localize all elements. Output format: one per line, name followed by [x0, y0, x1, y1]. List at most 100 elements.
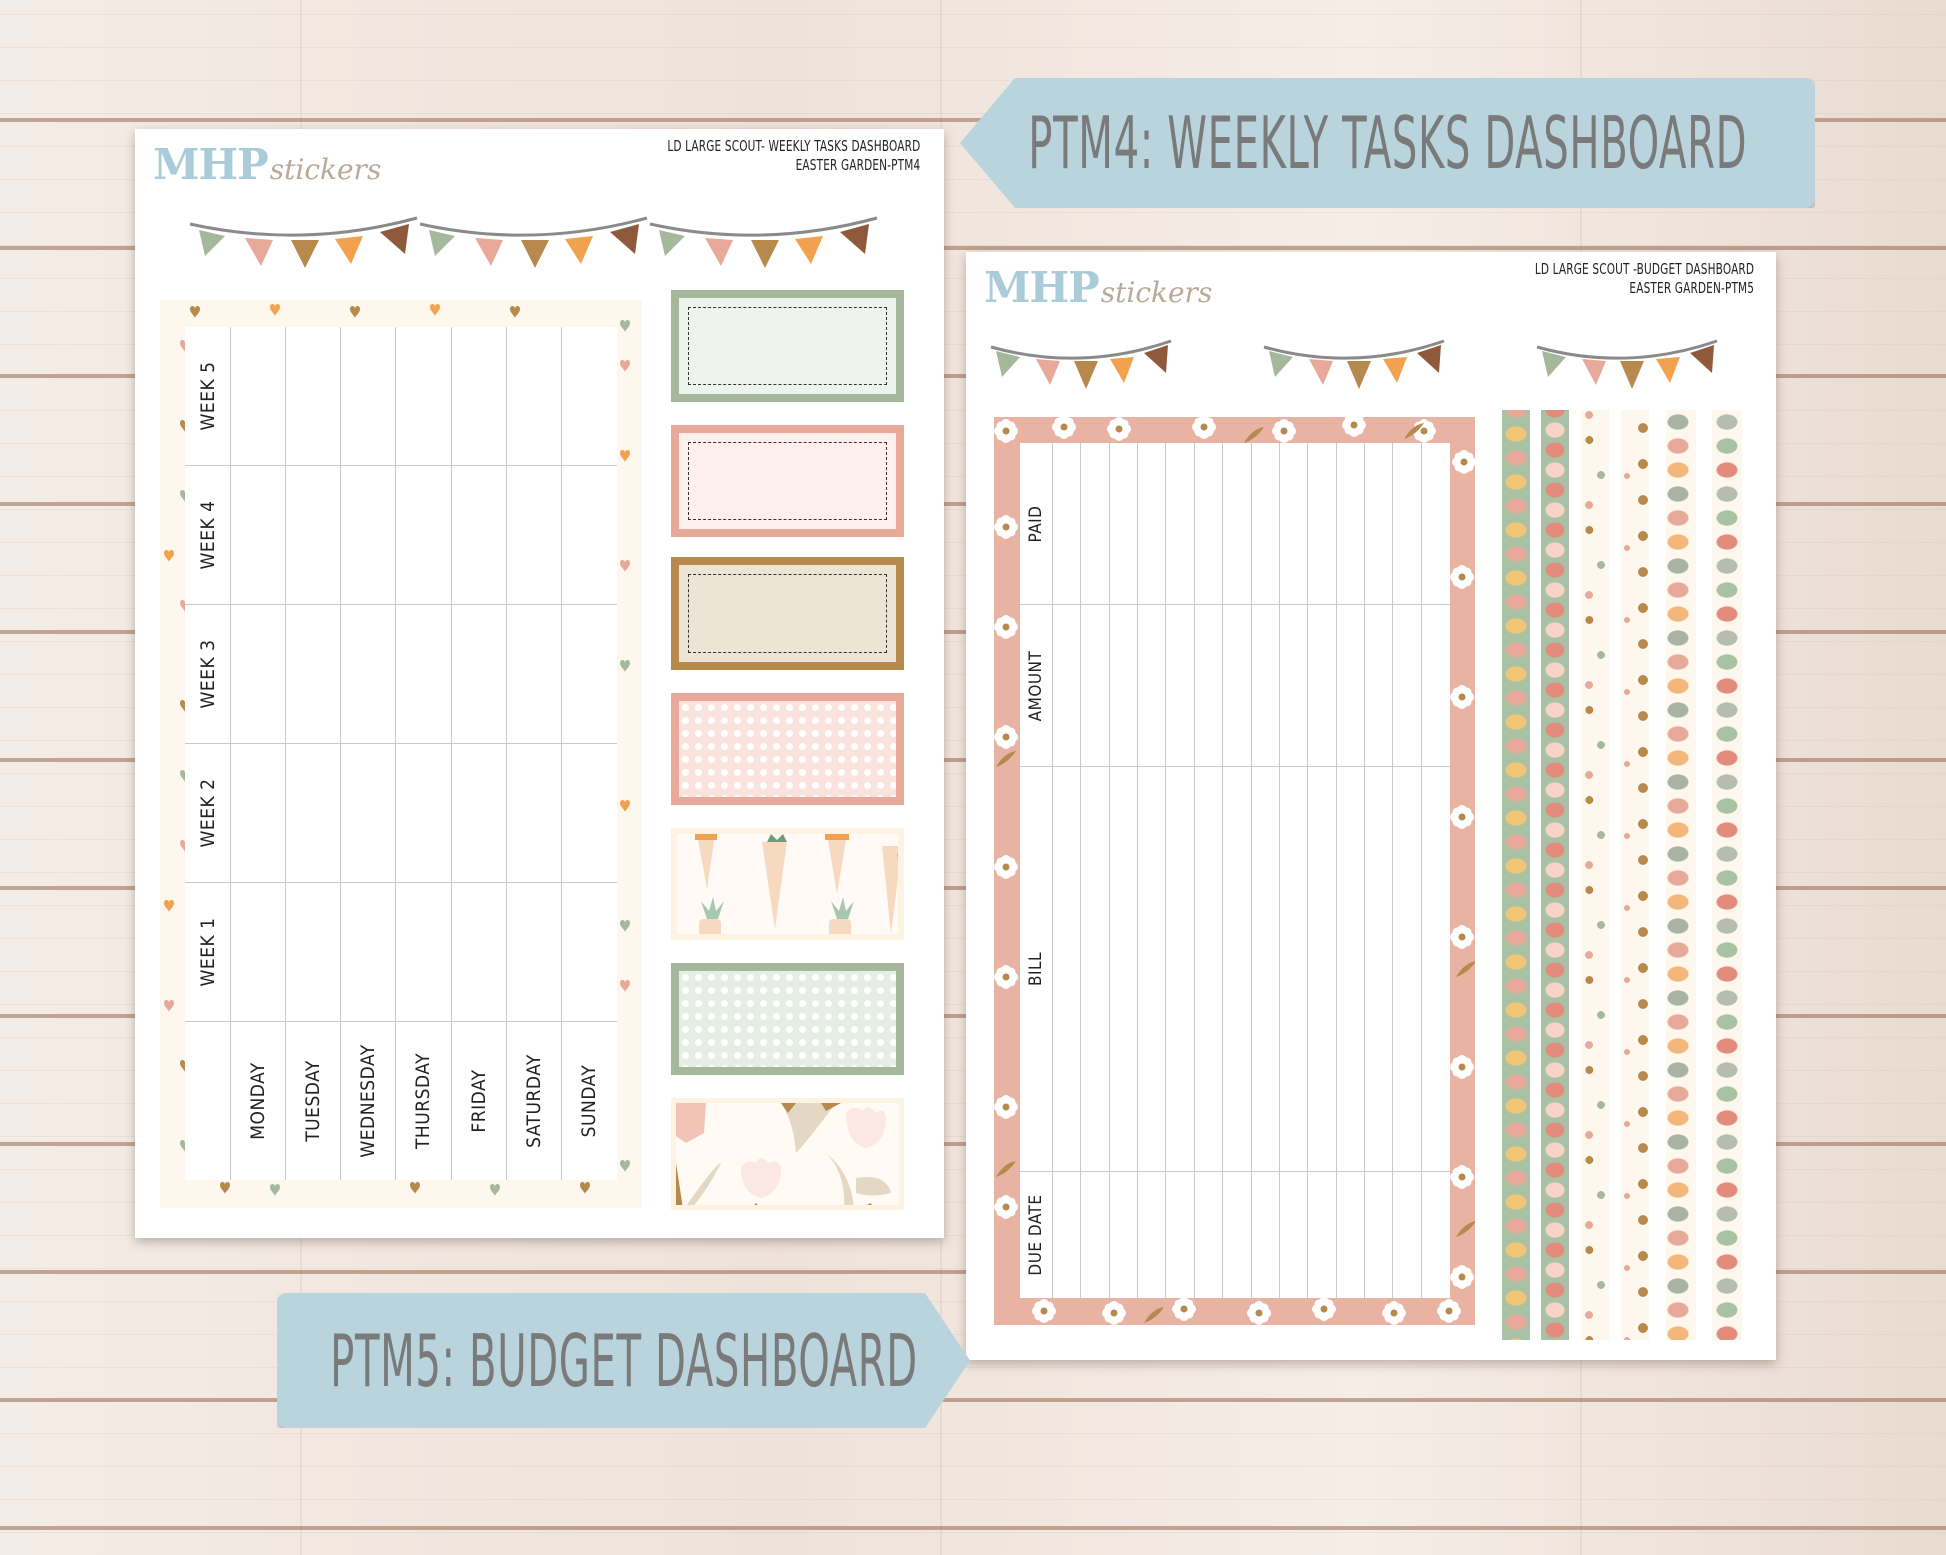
- budget-entry-cell[interactable]: [1223, 1172, 1252, 1298]
- budget-entry-cell[interactable]: [1364, 767, 1394, 1172]
- budget-entry-cell[interactable]: [1081, 443, 1110, 605]
- task-cell[interactable]: [451, 605, 507, 744]
- budget-entry-cell[interactable]: [1280, 1172, 1309, 1298]
- sticker-box-sage-polka[interactable]: [671, 963, 904, 1075]
- washi-strip-eggs-sage[interactable]: [1502, 410, 1530, 1340]
- washi-strip-hearts-cream-alt[interactable]: [1621, 410, 1649, 1340]
- task-cell[interactable]: [231, 466, 287, 605]
- sticker-box-carrots[interactable]: [671, 828, 904, 940]
- budget-entry-cell[interactable]: [1251, 767, 1280, 1172]
- budget-entry-cell[interactable]: [1252, 1172, 1280, 1298]
- budget-entry-cell[interactable]: [1279, 605, 1309, 767]
- budget-entry-cell[interactable]: [1364, 443, 1394, 605]
- task-cell[interactable]: [561, 327, 617, 466]
- task-cell[interactable]: [451, 744, 507, 883]
- task-cell[interactable]: [451, 466, 507, 605]
- task-cell[interactable]: [396, 327, 452, 466]
- budget-entry-cell[interactable]: [1138, 1172, 1167, 1298]
- budget-entry-cell[interactable]: [1308, 443, 1337, 605]
- sticker-box-sage[interactable]: [671, 290, 904, 402]
- task-cell[interactable]: [506, 327, 562, 466]
- budget-entry-cell[interactable]: [1138, 443, 1167, 605]
- washi-strip-eggs-sage-alt[interactable]: [1541, 410, 1569, 1340]
- budget-entry-cell[interactable]: [1365, 1172, 1394, 1298]
- task-cell[interactable]: [506, 744, 562, 883]
- task-cell[interactable]: [231, 327, 287, 466]
- task-cell[interactable]: [396, 883, 452, 1022]
- washi-strip-eggs-cream[interactable]: [1666, 410, 1696, 1340]
- task-cell[interactable]: [286, 327, 342, 466]
- budget-entry-cell[interactable]: [1053, 767, 1082, 1172]
- budget-entry-cell[interactable]: [1336, 767, 1365, 1172]
- budget-entry-cell[interactable]: [1393, 1172, 1422, 1298]
- budget-entry-cell[interactable]: [1166, 1172, 1195, 1298]
- budget-entry-cell[interactable]: [1081, 767, 1110, 1172]
- task-cell[interactable]: [231, 744, 287, 883]
- budget-entry-cell[interactable]: [1166, 605, 1195, 767]
- task-cell[interactable]: [231, 883, 287, 1022]
- budget-entry-cell[interactable]: [1223, 443, 1252, 605]
- budget-entry-cell[interactable]: [1422, 1172, 1450, 1298]
- budget-entry-cell[interactable]: [1364, 605, 1394, 767]
- task-cell[interactable]: [341, 327, 397, 466]
- budget-entry-cell[interactable]: [1194, 767, 1224, 1172]
- budget-entry-cell[interactable]: [1393, 605, 1422, 767]
- budget-entry-cell[interactable]: [1421, 443, 1450, 605]
- budget-entry-cell[interactable]: [1421, 767, 1450, 1172]
- budget-entry-cell[interactable]: [1279, 767, 1309, 1172]
- budget-entry-cell[interactable]: [1194, 443, 1224, 605]
- task-cell[interactable]: [396, 466, 452, 605]
- budget-entry-cell[interactable]: [1166, 767, 1195, 1172]
- budget-entry-cell[interactable]: [1251, 443, 1280, 605]
- budget-entry-cell[interactable]: [1308, 605, 1337, 767]
- budget-entry-cell[interactable]: [1223, 605, 1252, 767]
- budget-entry-cell[interactable]: [1053, 1172, 1082, 1298]
- task-cell[interactable]: [451, 883, 507, 1022]
- sticker-box-blush-polka[interactable]: [671, 693, 904, 805]
- task-cell[interactable]: [396, 744, 452, 883]
- task-cell[interactable]: [286, 744, 342, 883]
- budget-entry-cell[interactable]: [1053, 443, 1082, 605]
- budget-entry-cell[interactable]: [1109, 443, 1139, 605]
- budget-entry-cell[interactable]: [1279, 443, 1309, 605]
- budget-entry-cell[interactable]: [1308, 1172, 1337, 1298]
- task-cell[interactable]: [341, 466, 397, 605]
- budget-entry-cell[interactable]: [1081, 1172, 1110, 1298]
- budget-entry-cell[interactable]: [1195, 1172, 1224, 1298]
- task-cell[interactable]: [286, 883, 342, 1022]
- task-cell[interactable]: [561, 605, 617, 744]
- sticker-box-ochre[interactable]: [671, 557, 904, 670]
- budget-entry-cell[interactable]: [1110, 1172, 1139, 1298]
- budget-entry-cell[interactable]: [1109, 767, 1139, 1172]
- task-cell[interactable]: [341, 744, 397, 883]
- washi-strip-eggs-cream-alt[interactable]: [1712, 410, 1742, 1340]
- task-cell[interactable]: [286, 466, 342, 605]
- budget-entry-cell[interactable]: [1393, 443, 1422, 605]
- budget-entry-cell[interactable]: [1138, 767, 1167, 1172]
- budget-entry-cell[interactable]: [1308, 767, 1337, 1172]
- task-cell[interactable]: [286, 605, 342, 744]
- task-cell[interactable]: [506, 466, 562, 605]
- budget-entry-cell[interactable]: [1109, 605, 1139, 767]
- task-cell[interactable]: [561, 466, 617, 605]
- budget-entry-cell[interactable]: [1194, 605, 1224, 767]
- washi-strip-hearts-cream[interactable]: [1581, 410, 1609, 1340]
- budget-entry-cell[interactable]: [1336, 605, 1365, 767]
- task-cell[interactable]: [506, 883, 562, 1022]
- budget-entry-cell[interactable]: [1223, 767, 1252, 1172]
- task-cell[interactable]: [561, 744, 617, 883]
- sticker-box-tulips[interactable]: [671, 1098, 904, 1210]
- task-cell[interactable]: [341, 883, 397, 1022]
- budget-entry-cell[interactable]: [1336, 443, 1365, 605]
- budget-entry-cell[interactable]: [1081, 605, 1110, 767]
- task-cell[interactable]: [231, 605, 287, 744]
- sticker-box-blush[interactable]: [671, 425, 904, 537]
- budget-entry-cell[interactable]: [1337, 1172, 1365, 1298]
- budget-entry-cell[interactable]: [1251, 605, 1280, 767]
- budget-entry-cell[interactable]: [1421, 605, 1450, 767]
- budget-entry-cell[interactable]: [1166, 443, 1195, 605]
- task-cell[interactable]: [451, 327, 507, 466]
- budget-entry-cell[interactable]: [1393, 767, 1422, 1172]
- budget-entry-cell[interactable]: [1138, 605, 1167, 767]
- task-cell[interactable]: [506, 605, 562, 744]
